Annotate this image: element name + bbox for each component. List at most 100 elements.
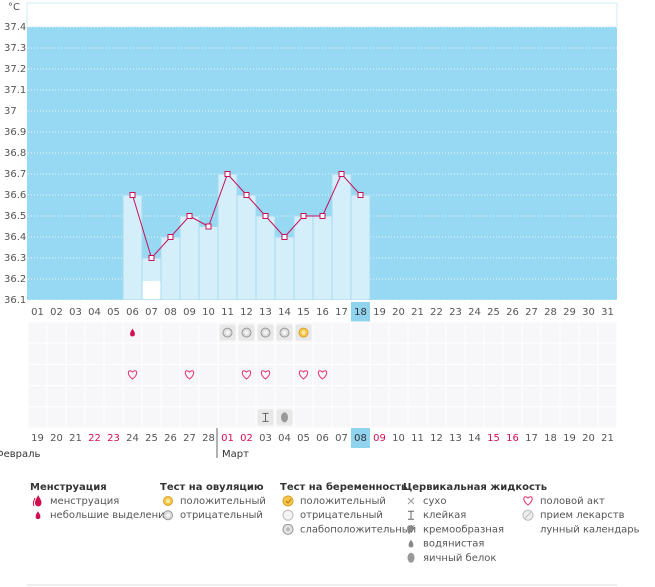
date-label: 12: [430, 433, 443, 444]
row-cell: [445, 342, 466, 365]
icon-shape: [286, 527, 290, 532]
day-label: 16: [316, 307, 329, 318]
icon-shape: [35, 511, 41, 519]
y-tick-label: 36.5: [4, 211, 26, 222]
row-cell: [369, 342, 390, 365]
row-cell: [426, 342, 447, 365]
row-cell: [426, 385, 447, 408]
legend-label: прием лекарств: [540, 510, 625, 521]
row-cell: [445, 385, 466, 408]
row-cell: [179, 385, 200, 408]
plot-header: [26, 2, 618, 28]
day-label: 27: [525, 307, 538, 318]
icon-shape: [281, 412, 288, 423]
legend-label: лунный календарь: [540, 524, 640, 535]
legend-icon: [163, 496, 173, 506]
day-label: 01: [31, 307, 44, 318]
icon-shape: [317, 370, 328, 380]
temperature-point: [338, 171, 345, 177]
row-cell: [46, 385, 67, 408]
day-label: 11: [221, 307, 234, 318]
icon-shape: [35, 495, 42, 507]
icon-shape: [298, 370, 309, 380]
row-cell: [464, 406, 485, 429]
row-cell: [65, 406, 86, 429]
row-cell: [160, 406, 181, 429]
icon-shape: [241, 370, 252, 380]
row-cell: [255, 363, 276, 387]
row-cell: [217, 406, 238, 429]
day-label: 05: [107, 307, 120, 318]
row-cell: [217, 342, 238, 365]
legend-label: клейкая: [423, 510, 466, 521]
legend-title: Тест на овуляцию: [160, 482, 264, 493]
icon-shape: [260, 370, 271, 380]
legend-label: менструация: [50, 496, 119, 507]
legend-icon: [524, 524, 529, 535]
row-cell: [426, 406, 447, 429]
day-label: 14: [278, 307, 291, 318]
day-highlight: [351, 302, 370, 322]
legend-icon: [408, 510, 414, 520]
date-label: 24: [126, 433, 139, 444]
temperature-bar: [312, 215, 333, 301]
row-cell: [426, 321, 447, 344]
row-cell: [27, 406, 48, 429]
day-label: 26: [506, 307, 519, 318]
row-cell: [502, 363, 523, 387]
month-label: Март: [222, 449, 249, 460]
legend-label: яичный белок: [423, 553, 496, 564]
row-cell: [369, 321, 390, 344]
row-icon: [298, 370, 309, 380]
y-tick-label: 37.2: [4, 64, 26, 75]
date-label: 13: [449, 433, 462, 444]
temperature-point: [281, 234, 288, 240]
row-cell: [312, 385, 333, 408]
row-cell: [350, 321, 371, 344]
day-label: 09: [183, 307, 196, 318]
row-cell: [559, 406, 580, 429]
legend-icon: [407, 497, 415, 505]
y-tick-label: 36.8: [4, 148, 26, 159]
row-cell: [103, 342, 124, 365]
row-cell: [445, 363, 466, 387]
date-label: 20: [50, 433, 63, 444]
row-cell: [388, 385, 409, 408]
y-tick-label: 36.6: [4, 190, 26, 201]
day-label: 12: [240, 307, 253, 318]
row-cell: [217, 385, 238, 408]
row-cell: [464, 385, 485, 408]
row-cell: [160, 385, 181, 408]
date-label: 23: [107, 433, 120, 444]
legend-icon: [32, 495, 42, 507]
date-label: 08: [354, 433, 367, 444]
temperature-bar: [331, 173, 352, 301]
day-label: 23: [449, 307, 462, 318]
temperature-point: [300, 213, 307, 219]
date-label: 20: [582, 433, 595, 444]
day-label: 31: [601, 307, 614, 318]
day-label: 13: [259, 307, 272, 318]
icon-shape: [282, 330, 287, 335]
row-cell: [578, 363, 599, 387]
row-cell: [350, 385, 371, 408]
row-cell: [236, 342, 257, 365]
day-label: 17: [335, 307, 348, 318]
temperature-point: [129, 192, 136, 198]
row-cell: [198, 406, 219, 429]
row-cell: [46, 363, 67, 387]
row-cell: [274, 363, 295, 387]
legend-label: отрицательный: [180, 510, 263, 521]
day-label: 06: [126, 307, 139, 318]
legend-label: небольшие выделения: [50, 510, 171, 521]
day-label: 04: [88, 307, 101, 318]
day-label: 21: [411, 307, 424, 318]
day-label: 28: [544, 307, 557, 318]
y-tick-label: 36.9: [4, 127, 26, 138]
row-icon: [184, 370, 195, 380]
row-cell: [179, 406, 200, 429]
row-cell: [274, 342, 295, 365]
temperature-bar: [122, 194, 143, 301]
day-label: 30: [582, 307, 595, 318]
